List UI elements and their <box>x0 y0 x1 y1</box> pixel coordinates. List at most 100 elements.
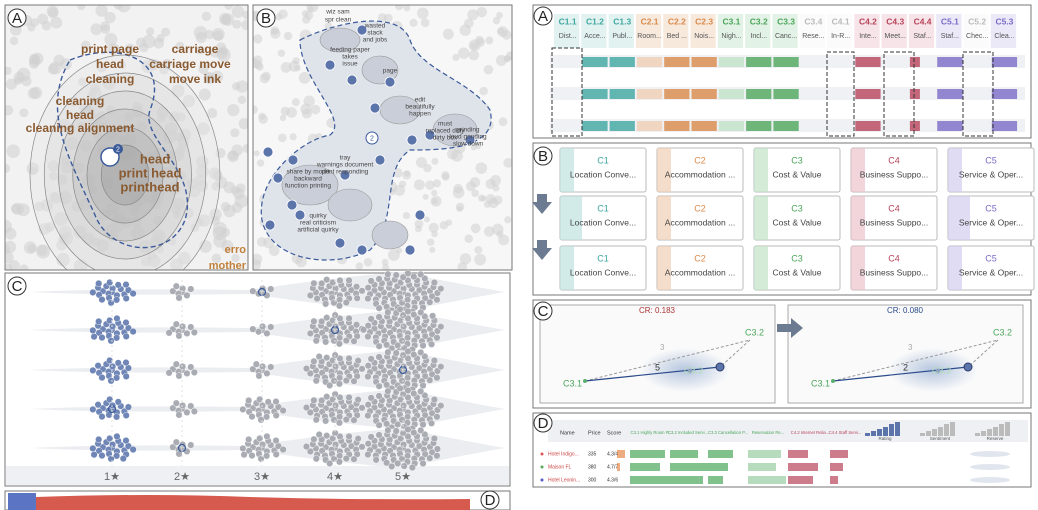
node-label: C3.3 <box>684 365 703 375</box>
review-dot <box>122 332 130 340</box>
map-dot <box>159 65 169 75</box>
review-dot <box>312 337 320 345</box>
review-dot <box>392 349 400 357</box>
cell-bar <box>708 450 733 458</box>
review-dot <box>249 365 257 373</box>
map-dot <box>242 10 248 20</box>
data-point <box>356 244 368 256</box>
map-dot <box>215 176 228 189</box>
mini-bar <box>877 429 882 436</box>
review-dot <box>323 354 331 362</box>
review-dot <box>249 287 257 295</box>
map-dot <box>301 108 312 119</box>
map-dot <box>467 9 479 21</box>
review-dot <box>272 411 280 419</box>
panel-badge <box>533 301 553 321</box>
review-dot <box>332 363 340 371</box>
map-dot <box>77 5 86 11</box>
review-dot <box>354 435 362 443</box>
column-code: C2.3 <box>695 16 713 26</box>
review-dot <box>183 291 191 299</box>
cluster-icon[interactable] <box>365 131 379 145</box>
column-header <box>690 14 716 48</box>
review-dot <box>367 433 375 441</box>
map-dot <box>182 94 196 108</box>
review-dot <box>323 432 331 440</box>
cell-bar <box>830 476 838 484</box>
map-dot <box>34 201 45 212</box>
card-accent <box>657 148 671 192</box>
category-code: C4 <box>888 155 900 165</box>
map-term: spr clean <box>325 17 352 24</box>
column-header: Name <box>560 430 575 436</box>
review-dot <box>279 407 287 415</box>
review-dot <box>90 451 98 459</box>
count-text: 2 <box>370 135 374 142</box>
data-point <box>334 237 346 249</box>
map-dot <box>430 195 442 207</box>
category-code: C2 <box>694 253 706 263</box>
map-dot <box>393 168 403 178</box>
panel-label: C <box>538 303 549 320</box>
review-dot <box>364 440 372 448</box>
review-dot <box>419 460 427 468</box>
map-dot <box>8 260 20 270</box>
cell-bar <box>617 450 625 458</box>
panel-label: D <box>538 415 549 432</box>
cell-bar <box>718 89 745 99</box>
review-dot <box>345 432 353 440</box>
review-dot <box>410 273 418 281</box>
map-dot <box>77 77 87 87</box>
map-term: head <box>140 151 170 166</box>
map-dot <box>95 5 108 17</box>
review-dot <box>433 445 441 453</box>
review-dot <box>187 363 195 371</box>
map-dot <box>501 29 512 40</box>
category-code: C1 <box>597 203 609 213</box>
review-dot <box>322 338 330 346</box>
review-dot <box>345 393 353 401</box>
review-dot <box>404 386 412 394</box>
edge <box>967 339 999 368</box>
review-dot <box>367 355 375 363</box>
map-dot <box>123 185 135 196</box>
review-dot <box>342 299 350 307</box>
column-header <box>799 14 825 48</box>
cell-bar <box>746 57 772 67</box>
map-dot <box>96 61 108 73</box>
rating-label: 5★ <box>395 471 411 483</box>
review-dot <box>257 455 265 463</box>
review-dot <box>358 443 366 451</box>
map-dot <box>307 5 314 13</box>
strip-badge <box>8 493 36 510</box>
map-term: print head <box>119 165 182 180</box>
review-dot <box>437 402 445 410</box>
map-dot <box>253 34 263 44</box>
edge <box>584 366 721 382</box>
chart-header: Sentiment <box>930 436 951 441</box>
rating-label: 1★ <box>104 471 120 483</box>
review-dot <box>114 359 122 367</box>
map-dot <box>168 111 180 122</box>
map-dot <box>196 122 210 136</box>
column-header <box>581 14 607 48</box>
review-dot <box>239 405 247 413</box>
edge-weight: 2 <box>903 362 908 372</box>
cell-bar <box>991 89 1018 99</box>
column-code: C3.2 <box>750 16 768 26</box>
review-dot <box>330 455 338 463</box>
map-dot <box>93 132 103 143</box>
review-dot <box>248 452 256 460</box>
panel-badge <box>256 8 276 28</box>
cell-bar <box>636 121 663 131</box>
map-dot <box>49 171 58 181</box>
review-dot <box>367 315 375 323</box>
map-term: and jobs <box>363 37 388 44</box>
review-dot <box>332 441 340 449</box>
map-dot <box>56 252 70 267</box>
map-dot <box>283 31 293 41</box>
map-dot <box>98 121 108 131</box>
map-dot <box>81 174 96 188</box>
review-dot <box>179 323 187 331</box>
map-dot <box>5 104 14 116</box>
